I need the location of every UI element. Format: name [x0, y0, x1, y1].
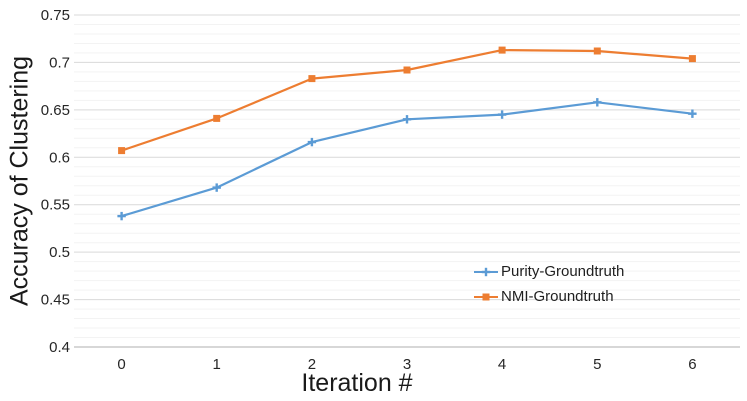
- series-nmi-groundtruth: [118, 46, 696, 155]
- y-axis-title: Accuracy of Clustering: [5, 55, 34, 307]
- svg-text:0.7: 0.7: [49, 54, 70, 71]
- svg-text:2: 2: [308, 356, 316, 373]
- svg-text:0.55: 0.55: [41, 197, 70, 214]
- svg-text:0.4: 0.4: [49, 339, 70, 356]
- major-gridlines: [74, 14, 740, 301]
- svg-text:0.45: 0.45: [41, 292, 70, 309]
- svg-text:0.6: 0.6: [49, 149, 70, 166]
- svg-text:0: 0: [117, 356, 125, 373]
- svg-text:0.65: 0.65: [41, 102, 70, 119]
- legend-label-nmi: NMI-Groundtruth: [501, 288, 614, 305]
- legend-item-purity: Purity-Groundtruth: [474, 259, 624, 284]
- svg-text:3: 3: [403, 356, 411, 373]
- x-tick-labels: 0 1 2 3 4 5 6: [117, 356, 696, 373]
- svg-text:1: 1: [213, 356, 221, 373]
- svg-text:0.5: 0.5: [49, 244, 70, 261]
- svg-text:5: 5: [593, 356, 601, 373]
- minor-gridlines: [74, 24, 740, 338]
- svg-text:4: 4: [498, 356, 506, 373]
- legend-swatch-nmi-icon: [474, 293, 498, 300]
- x-axis-title: Iteration #: [301, 369, 413, 397]
- chart-legend: Purity-Groundtruth NMI-Groundtruth: [474, 259, 624, 309]
- legend-swatch-purity-icon: [474, 267, 498, 276]
- svg-text:0.75: 0.75: [41, 7, 70, 24]
- svg-text:6: 6: [688, 356, 696, 373]
- series-purity-groundtruth: [117, 98, 697, 221]
- y-tick-labels: 0.4 0.45 0.5 0.55 0.6 0.65 0.7 0.75: [41, 7, 70, 356]
- legend-item-nmi: NMI-Groundtruth: [474, 284, 624, 309]
- legend-label-purity: Purity-Groundtruth: [501, 263, 625, 280]
